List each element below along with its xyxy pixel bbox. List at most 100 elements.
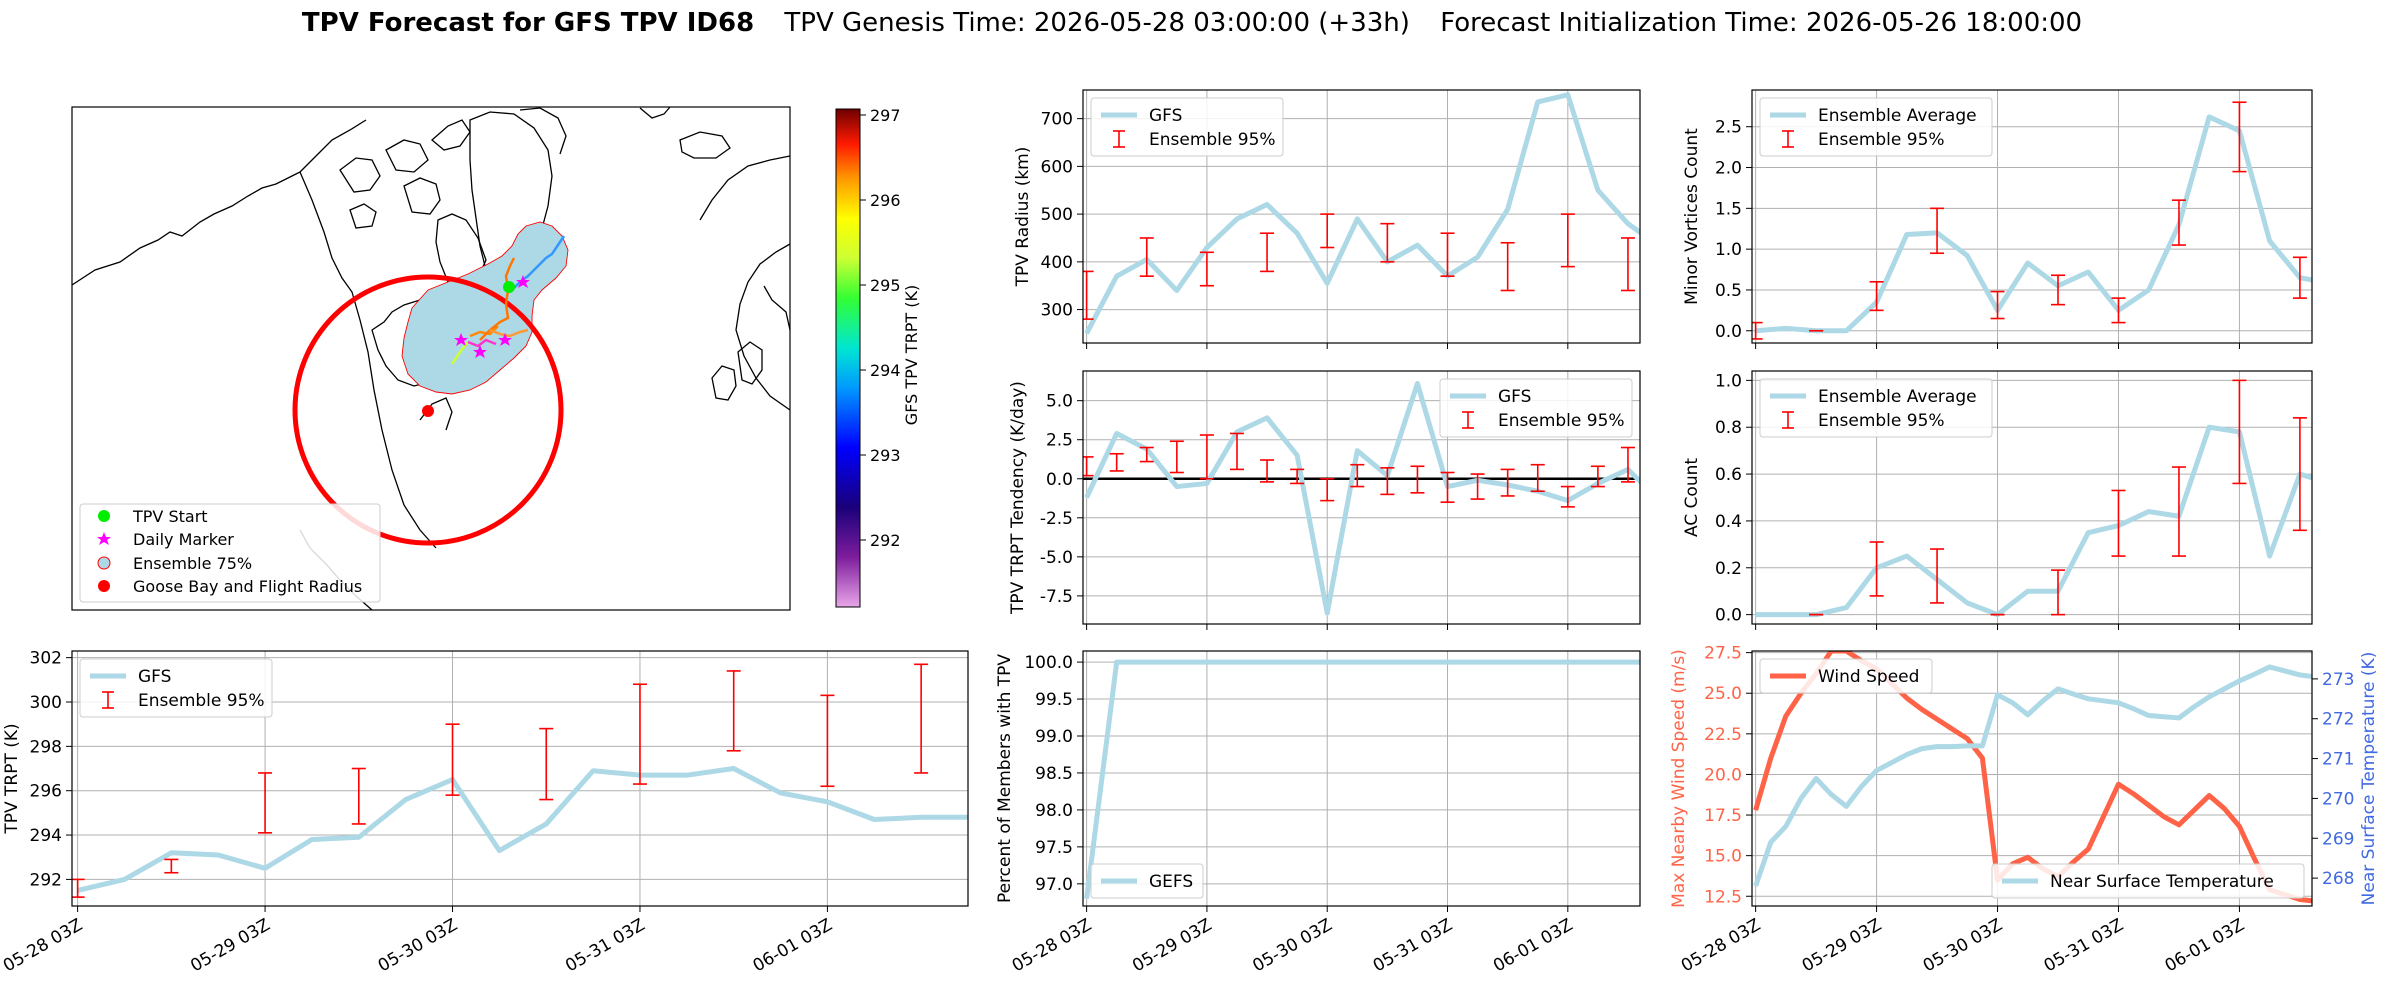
map-panel: TPV Start Daily Marker Ensemble 75% Goos…: [71, 106, 791, 611]
error-bar: [1199, 251, 1214, 287]
legend-icon-error: [1782, 411, 1794, 429]
error-bar: [1199, 434, 1214, 480]
chart-trpt: 292 294 296 298 300 302 05-28 03Z 05-29 03Z 05-3…: [0, 649, 969, 976]
y-axis-label: TPV Radius (km): [1013, 147, 1033, 288]
colorbar: 292 293 294 295 296 297 GFS TPV TRPT (K): [835, 106, 921, 608]
error-bar: [1139, 446, 1154, 463]
chart-plot: [1752, 101, 2312, 340]
error-bar: [445, 723, 460, 796]
chart-plot: [1083, 380, 1640, 616]
error-bar: [914, 663, 929, 774]
error-bar: [1440, 232, 1455, 277]
y-tick-label: 300: [1041, 301, 1073, 321]
y-tick-label: -5.0: [1040, 548, 1073, 568]
y-tick-label: 2.5: [1715, 118, 1742, 138]
x-tick-label: 05-31 03Z: [562, 915, 648, 976]
chart-legend: GFS Ensemble 95%: [1439, 378, 1633, 438]
chart-legend-box: [1090, 97, 1284, 157]
y-tick-label: 296: [30, 782, 62, 802]
colorbar-tick-label: 297: [870, 106, 901, 125]
error-bar: [2292, 417, 2307, 532]
chart-frame: [1082, 650, 1641, 907]
x-tick-label: 05-29 03Z: [1799, 915, 1885, 976]
chart-legend: Ensemble Average Ensemble 95%: [1759, 378, 1993, 438]
y-tick-label: 2.5: [1046, 431, 1073, 451]
error-bar: [2111, 489, 2126, 557]
error-bar: [1083, 270, 1094, 320]
x-tick-label: 05-29 03Z: [1129, 915, 1215, 976]
legend-icon-error: [1113, 130, 1125, 148]
chart-frame: [1751, 370, 2313, 625]
y-axis-label: TPV TRPT Tendency (K/day): [1008, 381, 1028, 615]
y-tick-label: 300: [30, 693, 62, 713]
error-bar: [1440, 471, 1455, 503]
series-line: [1084, 92, 1640, 335]
chart-legend: GFS Ensemble 95%: [79, 658, 273, 718]
legend-label: GFS: [138, 667, 171, 687]
y-tick-label: 15.0: [1704, 847, 1742, 867]
legend-icon-error: [1782, 130, 1794, 148]
daily-marker-3: [498, 333, 512, 346]
x-tick-label: 05-31 03Z: [2041, 915, 2127, 976]
chart-plot: [1083, 92, 1640, 335]
flight-radius-circle: [292, 274, 564, 546]
coastline-alaska: [71, 171, 301, 286]
error-bar: [1560, 485, 1575, 508]
daily-marker-2: [473, 345, 487, 358]
colorbar-gradient: [835, 108, 861, 608]
y-tick-label: 0.0: [1715, 606, 1742, 626]
y-axis-label: AC Count: [1682, 458, 1702, 537]
error-bar: [2171, 466, 2186, 557]
x-tick-label: 06-01 03Z: [750, 915, 836, 976]
y-tick-label: 27.5: [1704, 644, 1742, 664]
error-bar: [1380, 467, 1395, 496]
coastline-svalbard: [639, 106, 671, 119]
legend-label-tpv-start: TPV Start: [132, 507, 208, 526]
track-segment-6: [489, 328, 529, 338]
coastline-scandinavia: [699, 155, 791, 411]
series-line: [1084, 659, 1640, 899]
colorbar-ticks: 292 293 294 295 296 297: [860, 106, 901, 550]
chart-legend: Near Surface Temperature: [1991, 863, 2305, 899]
error-bar: [1083, 456, 1094, 477]
error-bar: [1930, 207, 1945, 255]
y-axis-label: Minor Vortices Count: [1682, 128, 1702, 305]
legend-label-daily-marker: Daily Marker: [133, 530, 234, 549]
error-bar: [1930, 548, 1945, 604]
y-tick-label: 99.0: [1035, 727, 1073, 747]
y-axis-label: Percent of Members with TPV: [995, 654, 1015, 903]
y-tick-label: 25.0: [1704, 684, 1742, 704]
y-tick-label: 1.0: [1715, 371, 1742, 391]
chart-legend: Wind Speed: [1759, 658, 1933, 694]
error-bar: [1990, 290, 2005, 320]
chart-plot: [72, 663, 968, 898]
figure-title-init: Forecast Initialization Time: 2026-05-26…: [1440, 8, 2082, 38]
x-tick-label: 05-30 03Z: [1920, 915, 2006, 976]
error-bar: [351, 767, 366, 825]
figure-title: TPV Forecast for GFS TPV ID68 TPV Genesi…: [302, 8, 2082, 38]
legend-label: Ensemble 95%: [1818, 130, 1945, 150]
error-bar: [820, 694, 835, 788]
y-tick-label: 100.0: [1024, 653, 1073, 673]
x-tick-label: 05-30 03Z: [1249, 915, 1335, 976]
track-segment-3: [469, 325, 499, 338]
error-bar: [1530, 463, 1545, 493]
legend-label: Ensemble 95%: [1818, 411, 1945, 431]
error-bar: [72, 878, 85, 898]
error-bar: [1869, 541, 1884, 597]
error-bar: [632, 683, 647, 785]
error-bar: [1169, 440, 1184, 474]
legend-label: Ensemble 95%: [1149, 130, 1276, 150]
x-tick-label: 05-28 03Z: [0, 915, 86, 976]
y-tick-label: 1.5: [1715, 199, 1742, 219]
error-bar: [1320, 477, 1335, 502]
colorbar-tick-label: 293: [870, 446, 901, 465]
legend-label: GFS: [1498, 387, 1531, 407]
y-tick-label: 400: [1041, 253, 1073, 273]
chart-legend-box: [1439, 378, 1633, 438]
y-tick-label: 0.5: [1715, 281, 1742, 301]
legend-label: Near Surface Temperature: [2050, 872, 2274, 892]
x-tick-label: 05-30 03Z: [375, 915, 461, 976]
legend-label: Ensemble 95%: [1498, 411, 1625, 431]
